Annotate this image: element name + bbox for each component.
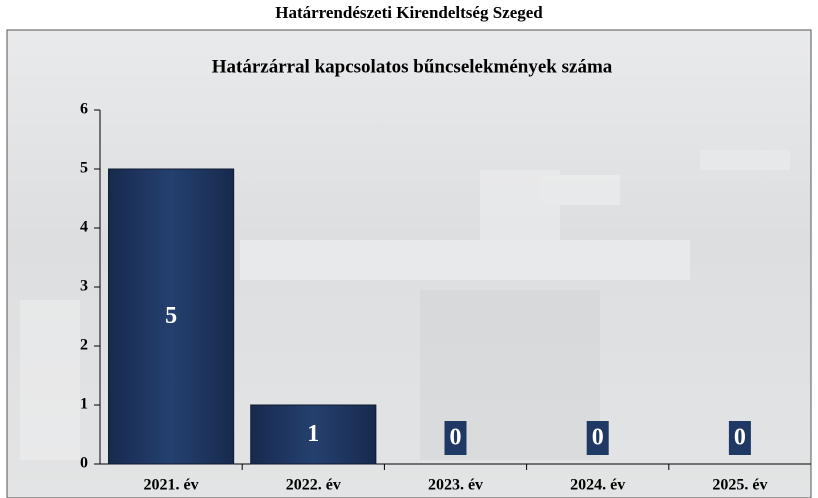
value-label: 0 — [592, 425, 604, 451]
x-tick-label: 2025. év — [712, 477, 767, 494]
x-tick-label: 2022. év — [286, 477, 341, 494]
chart: Határrendészeti Kirendeltség Szeged Hatá… — [0, 0, 818, 498]
value-label: 5 — [165, 303, 177, 329]
value-label: 1 — [307, 421, 319, 447]
y-tick-label: 5 — [80, 160, 88, 177]
y-tick-label: 1 — [80, 396, 88, 413]
value-label: 0 — [734, 425, 746, 451]
x-tick-label: 2023. év — [428, 477, 483, 494]
x-tick-label: 2021. év — [144, 477, 199, 494]
x-tick-label: 2024. év — [570, 477, 625, 494]
y-tick-label: 6 — [80, 101, 88, 118]
y-tick-label: 2 — [80, 337, 88, 354]
y-tick-label: 4 — [80, 219, 88, 236]
y-tick-label: 0 — [80, 455, 88, 472]
y-tick-label: 3 — [80, 278, 88, 295]
page-title: Határrendészeti Kirendeltség Szeged — [275, 3, 543, 22]
value-label: 0 — [450, 425, 462, 451]
chart-title: Határzárral kapcsolatos bűncselekmények … — [212, 56, 613, 77]
